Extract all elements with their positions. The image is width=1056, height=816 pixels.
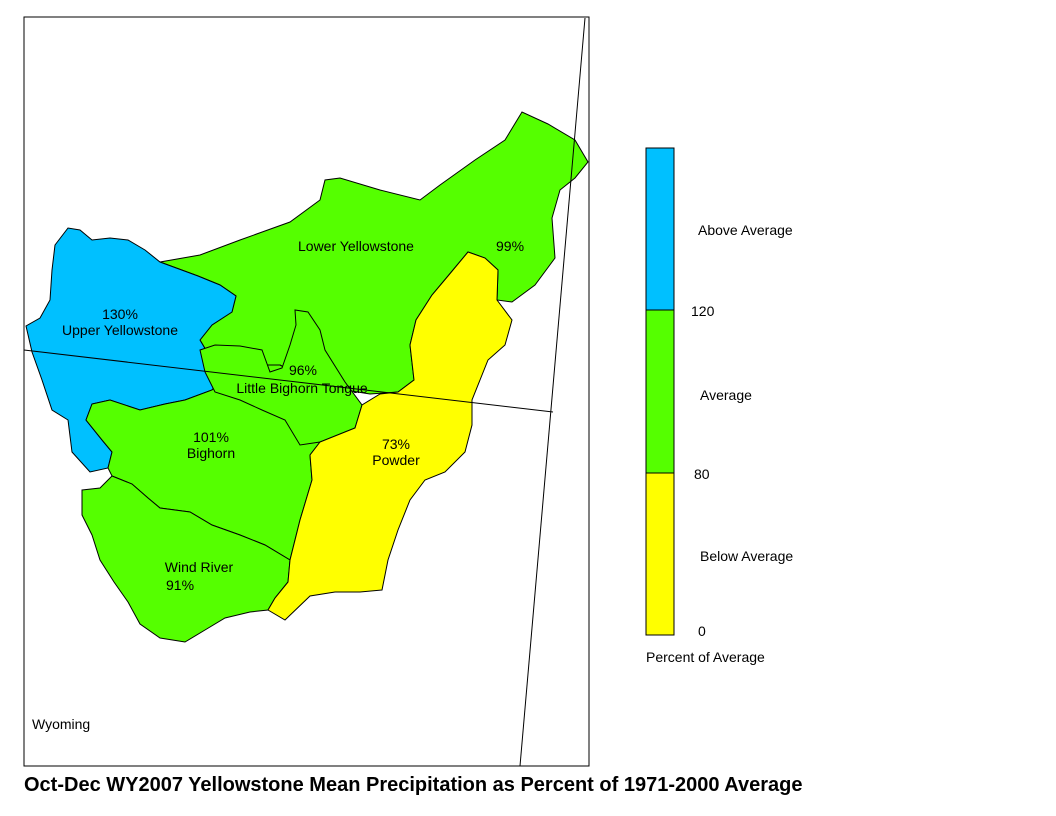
legend-label-average: Average — [700, 387, 752, 403]
legend-break-0: 0 — [698, 623, 706, 639]
basin-pct: 130% — [102, 306, 138, 322]
label-lower-yellowstone-pct: 99% — [496, 238, 525, 254]
basin-name: Bighorn — [186, 445, 236, 461]
label-little-bighorn-tongue-name: Little Bighorn Tongue — [236, 380, 368, 396]
state-border-line — [23, 349, 554, 413]
label-bighorn: 101% Bighorn — [187, 429, 235, 461]
basin-name: Powder — [372, 452, 420, 468]
state-border-line-east — [519, 17, 586, 767]
basin-name: Upper Yellowstone — [62, 322, 178, 338]
label-lower-yellowstone-name: Lower Yellowstone — [298, 238, 414, 254]
map-title: Oct-Dec WY2007 Yellowstone Mean Precipit… — [24, 774, 803, 796]
legend-break-120: 120 — [691, 303, 715, 319]
basin-pct: 73% — [381, 436, 411, 452]
basin-little-bighorn-tongue[interactable] — [199, 309, 363, 446]
label-upper-yellowstone: 130% Upper Yellowstone — [62, 306, 178, 338]
basin-pct: 101% — [193, 429, 229, 445]
legend-swatch-above-average — [645, 147, 675, 311]
legend-caption: Percent of Average — [646, 649, 765, 665]
legend-swatch-below-average — [645, 472, 675, 636]
legend-swatch-average — [645, 309, 675, 474]
basin-name: Wind River — [164, 559, 234, 575]
label-wind-river-pct: 91% — [166, 577, 195, 593]
legend-break-80: 80 — [694, 466, 710, 482]
label-powder: 73% Powder — [372, 436, 419, 468]
label-little-bighorn-tongue-pct: 96% — [288, 362, 318, 378]
state-label: Wyoming — [32, 716, 91, 732]
legend-label-above-average: Above Average — [698, 222, 793, 238]
label-wind-river: Wind River — [165, 559, 233, 575]
legend-label-below-average: Below Average — [700, 548, 794, 564]
